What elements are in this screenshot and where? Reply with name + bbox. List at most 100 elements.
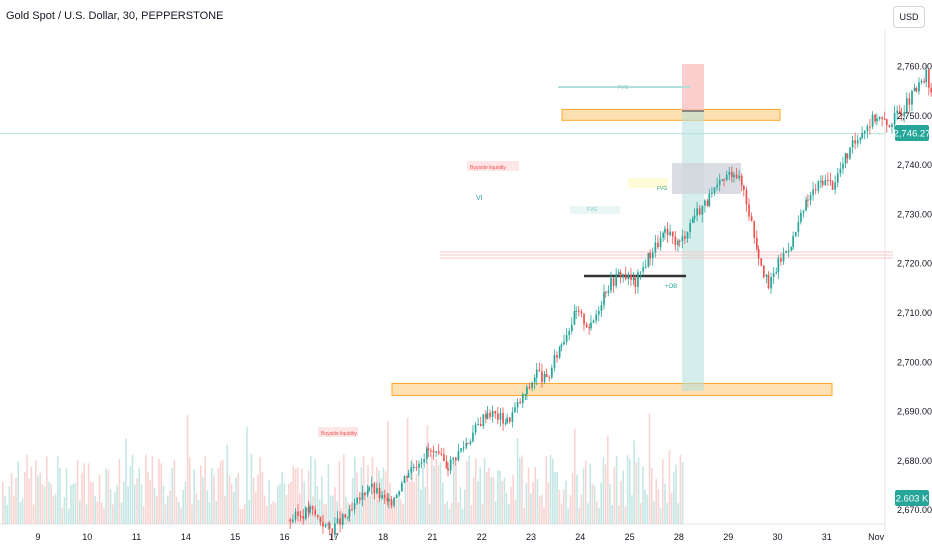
price-tick-label: 2,700.00 [897,357,932,367]
volume-bar [668,450,671,524]
volume-bar [283,483,286,524]
candle-body [794,232,797,237]
volume-bar [442,483,444,524]
volume-bar [277,486,279,524]
grey-box[interactable] [672,163,741,194]
candle-body [541,371,543,383]
volume-bar [107,469,110,524]
candle-body [502,412,504,424]
volume-bar [246,427,248,524]
candle-body [521,394,524,404]
volume-bar [609,483,611,524]
candle-body [558,347,561,358]
fvg-box [558,86,690,88]
volume-bar [662,459,664,524]
volume-bar [35,460,37,524]
candle-body [383,495,386,498]
volume-bar [266,505,268,524]
volume-bar [492,477,495,524]
candle-body [923,80,926,83]
volume-bar [105,468,107,524]
candle-body [497,413,499,420]
time-tick-label: 18 [378,532,388,542]
candle-body [708,193,711,206]
candle-body [341,514,344,525]
volume-bar [450,502,453,524]
position-stop-area[interactable] [682,64,704,111]
volume-bar [417,465,420,524]
liquidity-box [467,161,519,171]
volume-bar [156,496,158,524]
candle-body [388,499,390,502]
candle-body [573,311,576,325]
candle-body [570,324,573,332]
candle-body [457,451,460,461]
volume-bar [657,488,660,524]
volume-bar [461,508,464,524]
volume-bar [13,496,15,524]
volume-bar [43,486,46,524]
candle-body [713,187,716,193]
volume-bar [655,478,657,524]
volume-bar [393,495,396,524]
volume-bar [272,501,275,524]
volume-bar [466,460,468,524]
candle-body [401,482,403,492]
volume-bar [160,463,162,524]
candle-body [728,171,731,176]
demand-zone[interactable] [391,382,833,396]
volume-bar [252,477,255,524]
volume-bar [351,477,354,524]
volume-bar [558,489,561,524]
candle-body [797,222,800,233]
candle-body [526,387,528,395]
price-tick-label: 2,720.00 [897,259,932,269]
candle-body [704,200,706,206]
drawing-zones [0,64,893,437]
candle-body [757,248,760,259]
candle-body [918,82,920,92]
candle-body [425,448,428,460]
volume-bar [538,496,541,524]
volume-bar [230,483,233,524]
time-tick-label: 29 [723,532,733,542]
candle-body [649,252,652,259]
currency-button[interactable]: USD [893,6,925,28]
volume-histogram [2,413,684,524]
candle-body [814,189,817,191]
volume-bar [211,468,213,524]
candle-body [770,276,772,289]
volume-bar [602,457,605,524]
price-tick-label: 2,750.00 [897,111,932,121]
volume-bar [358,501,360,524]
volume-bar [312,496,314,524]
volume-bar [464,489,466,524]
supply-zone[interactable] [561,108,781,121]
volume-bar [87,463,90,524]
candle-body [366,490,369,496]
volume-bar [569,495,572,524]
chart-title: Gold Spot / U.S. Dollar, 30, PEPPERSTONE [6,10,224,22]
candle-body [344,514,347,518]
candle-body [590,322,592,329]
volume-bar [514,499,517,524]
candle-body [930,87,932,93]
candle-body [740,175,743,186]
volume-bar [329,495,332,524]
price-axis[interactable] [885,30,932,530]
candle-body [373,483,376,494]
volume-bar [255,491,257,524]
volume-bar [158,459,160,524]
candle-body [327,523,330,525]
candle-body [755,237,758,249]
time-tick-label: 31 [822,532,832,542]
volume-bar [182,490,184,524]
volume-bar [521,455,523,524]
volume-bar [101,503,103,524]
price-tick-label: 2,710.00 [897,308,932,318]
volume-bar [241,508,244,524]
candle-body [831,181,834,190]
position-target-area[interactable] [682,111,704,391]
candle-body [292,519,294,522]
